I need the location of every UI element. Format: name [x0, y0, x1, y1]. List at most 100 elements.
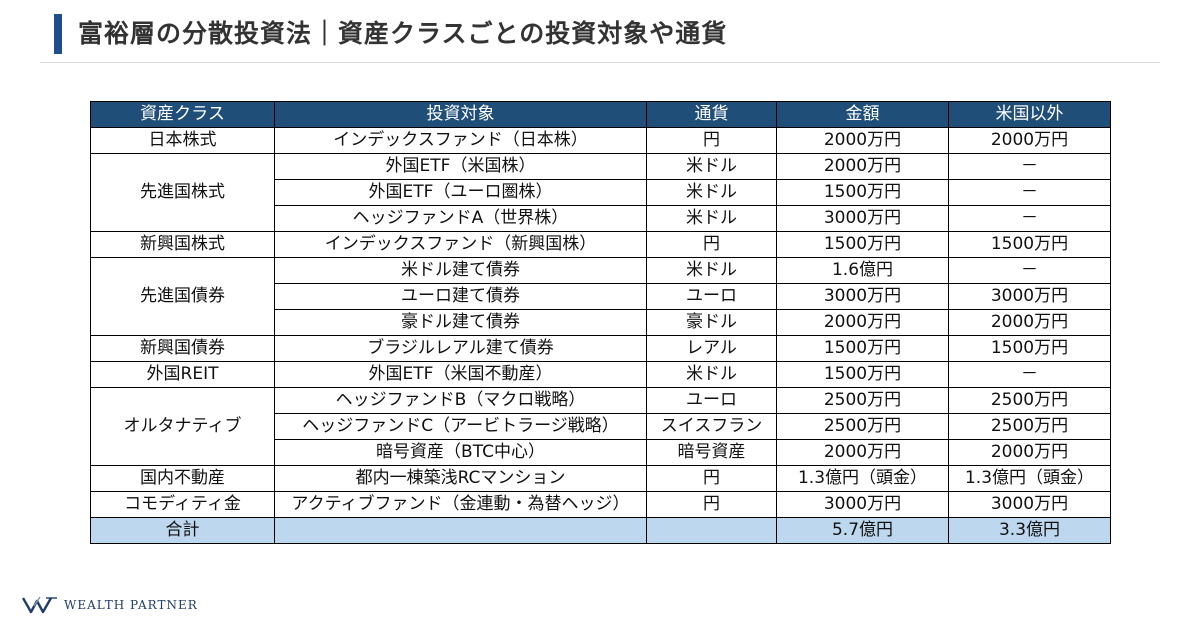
target-cell: 米ドル建て債券: [274, 257, 647, 284]
wealth-partner-logo: WEALTH PARTNER: [22, 595, 198, 615]
amount-cell: 3000万円: [776, 283, 949, 310]
table-row: 暗号資産（BTC中心） 暗号資産 2000万円 2000万円: [91, 439, 1111, 466]
column-header-asset-class: 資産クラス: [90, 101, 275, 128]
non-us-cell: －: [948, 205, 1111, 232]
table-row: オルタナティブ ヘッジファンドB（マクロ戦略） ユーロ 2500万円 2500万円: [90, 387, 1111, 466]
currency-cell: 暗号資産: [646, 439, 777, 466]
non-us-cell: 1500万円: [948, 231, 1111, 258]
table-row: ユーロ建て債券 ユーロ 3000万円 3000万円: [91, 283, 1111, 310]
table-row: 新興国株式 インデックスファンド（新興国株）円 1500万円 1500万円: [90, 231, 1111, 258]
asset-class-cell: オルタナティブ: [90, 387, 275, 466]
target-cell: インデックスファンド（日本株）: [274, 127, 647, 154]
currency-cell: 円: [646, 491, 777, 518]
currency-cell: 円: [646, 231, 777, 258]
non-us-cell: －: [948, 361, 1111, 388]
non-us-cell: 2500万円: [948, 413, 1111, 440]
amount-cell: 2500万円: [776, 387, 949, 414]
table-row: 外国ETF（ユーロ圏株） 米ドル 1500万円－: [91, 179, 1111, 206]
amount-cell: 1500万円: [776, 179, 949, 206]
total-amount-cell: 5.7億円: [776, 517, 949, 544]
amount-cell: 3000万円: [776, 205, 949, 232]
target-cell: ブラジルレアル建て債券: [274, 335, 647, 362]
non-us-cell: 2000万円: [948, 439, 1111, 466]
currency-cell: レアル: [646, 335, 777, 362]
currency-cell: スイスフラン: [646, 413, 777, 440]
currency-cell: 米ドル: [646, 361, 777, 388]
table-row: 外国REIT 外国ETF（米国不動産） 米ドル 1500万円－: [90, 361, 1111, 388]
target-cell: 外国ETF（ユーロ圏株）: [274, 179, 647, 206]
title-divider: [40, 62, 1160, 63]
target-cell: アクティブファンド（金連動・為替ヘッジ）: [274, 491, 647, 518]
table-header-row: 資産クラス 投資対象 通貨 金額 米国以外: [90, 101, 1111, 128]
amount-cell: 1.3億円（頭金）: [776, 465, 949, 492]
currency-cell: 豪ドル: [646, 309, 777, 336]
table-row: 国内不動産 都内一棟築浅RCマンション円 1.3億円（頭金） 1.3億円（頭金）: [90, 465, 1111, 492]
amount-cell: 1.6億円: [776, 257, 949, 284]
asset-class-cell: 先進国債券: [90, 257, 275, 336]
total-row: 合計 5.7億円 3.3億円: [90, 517, 1111, 544]
amount-cell: 1500万円: [776, 335, 949, 362]
non-us-cell: 3000万円: [948, 283, 1111, 310]
asset-class-cell: 先進国株式: [90, 153, 275, 232]
column-header-non-us: 米国以外: [948, 101, 1111, 128]
table-row: ヘッジファンドA（世界株） 米ドル 3000万円－: [91, 205, 1111, 232]
logo-text: WEALTH PARTNER: [64, 598, 198, 612]
target-cell: ユーロ建て債券: [274, 283, 647, 310]
asset-class-cell: 新興国株式: [90, 231, 275, 258]
table-row: 先進国債券 米ドル建て債券 米ドル 1.6億円－: [90, 257, 1111, 336]
currency-cell: 米ドル: [646, 257, 777, 284]
amount-cell: 2500万円: [776, 413, 949, 440]
table-row: 新興国債券 ブラジルレアル建て債券 レアル 1500万円 1500万円: [90, 335, 1111, 362]
non-us-cell: 1500万円: [948, 335, 1111, 362]
target-cell: 外国ETF（米国不動産）: [274, 361, 647, 388]
table-row: 豪ドル建て債券 豪ドル 2000万円 2000万円: [91, 309, 1111, 336]
amount-cell: 1500万円: [776, 231, 949, 258]
non-us-cell: 2000万円: [948, 309, 1111, 336]
target-cell: ヘッジファンドB（マクロ戦略）: [274, 387, 647, 414]
table-body: 日本株式 インデックスファンド（日本株）円 2000万円 2000万円 先進国株式 外国E…: [90, 127, 1111, 544]
non-us-cell: 2000万円: [948, 127, 1111, 154]
wealth-partner-w-icon: [22, 596, 57, 614]
amount-cell: 2000万円: [776, 309, 949, 336]
target-cell: 都内一棟築浅RCマンション: [274, 465, 647, 492]
target-cell: インデックスファンド（新興国株）: [274, 231, 647, 258]
column-header-amount: 金額: [776, 101, 949, 128]
currency-cell: 米ドル: [646, 205, 777, 232]
asset-class-cell: 国内不動産: [90, 465, 275, 492]
asset-class-cell: 日本株式: [90, 127, 275, 154]
total-currency-cell: [646, 517, 777, 544]
column-header-target: 投資対象: [274, 101, 647, 128]
amount-cell: 2000万円: [776, 153, 949, 180]
currency-cell: 円: [646, 465, 777, 492]
total-label-cell: 合計: [90, 517, 275, 544]
non-us-cell: 2500万円: [948, 387, 1111, 414]
non-us-cell: －: [948, 257, 1111, 284]
table-row: コモディティ金 アクティブファンド（金連動・為替ヘッジ）円 3000万円 3000万円: [90, 491, 1111, 518]
target-cell: 暗号資産（BTC中心）: [274, 439, 647, 466]
non-us-cell: －: [948, 153, 1111, 180]
target-cell: ヘッジファンドC（アービトラージ戦略）: [274, 413, 647, 440]
amount-cell: 1500万円: [776, 361, 949, 388]
asset-class-cell: 新興国債券: [90, 335, 275, 362]
target-cell: 豪ドル建て債券: [274, 309, 647, 336]
table-row: 日本株式 インデックスファンド（日本株）円 2000万円 2000万円: [90, 127, 1111, 154]
table-row: 先進国株式 外国ETF（米国株） 米ドル 2000万円－: [90, 153, 1111, 232]
total-target-cell: [274, 517, 647, 544]
non-us-cell: －: [948, 179, 1111, 206]
asset-allocation-table: 資産クラス 投資対象 通貨 金額 米国以外 日本株式 インデックスファンド（日本株…: [90, 101, 1111, 544]
title-accent-bar: [54, 14, 62, 54]
target-cell: ヘッジファンドA（世界株）: [274, 205, 647, 232]
non-us-cell: 3000万円: [948, 491, 1111, 518]
currency-cell: 円: [646, 127, 777, 154]
non-us-cell: 1.3億円（頭金）: [948, 465, 1111, 492]
currency-cell: ユーロ: [646, 387, 777, 414]
target-cell: 外国ETF（米国株）: [274, 153, 647, 180]
currency-cell: 米ドル: [646, 153, 777, 180]
asset-class-cell: 外国REIT: [90, 361, 275, 388]
table-row: ヘッジファンドC（アービトラージ戦略） スイスフラン 2500万円 2500万円: [91, 413, 1111, 440]
asset-class-cell: コモディティ金: [90, 491, 275, 518]
currency-cell: ユーロ: [646, 283, 777, 310]
amount-cell: 2000万円: [776, 439, 949, 466]
column-header-currency: 通貨: [646, 101, 777, 128]
currency-cell: 米ドル: [646, 179, 777, 206]
